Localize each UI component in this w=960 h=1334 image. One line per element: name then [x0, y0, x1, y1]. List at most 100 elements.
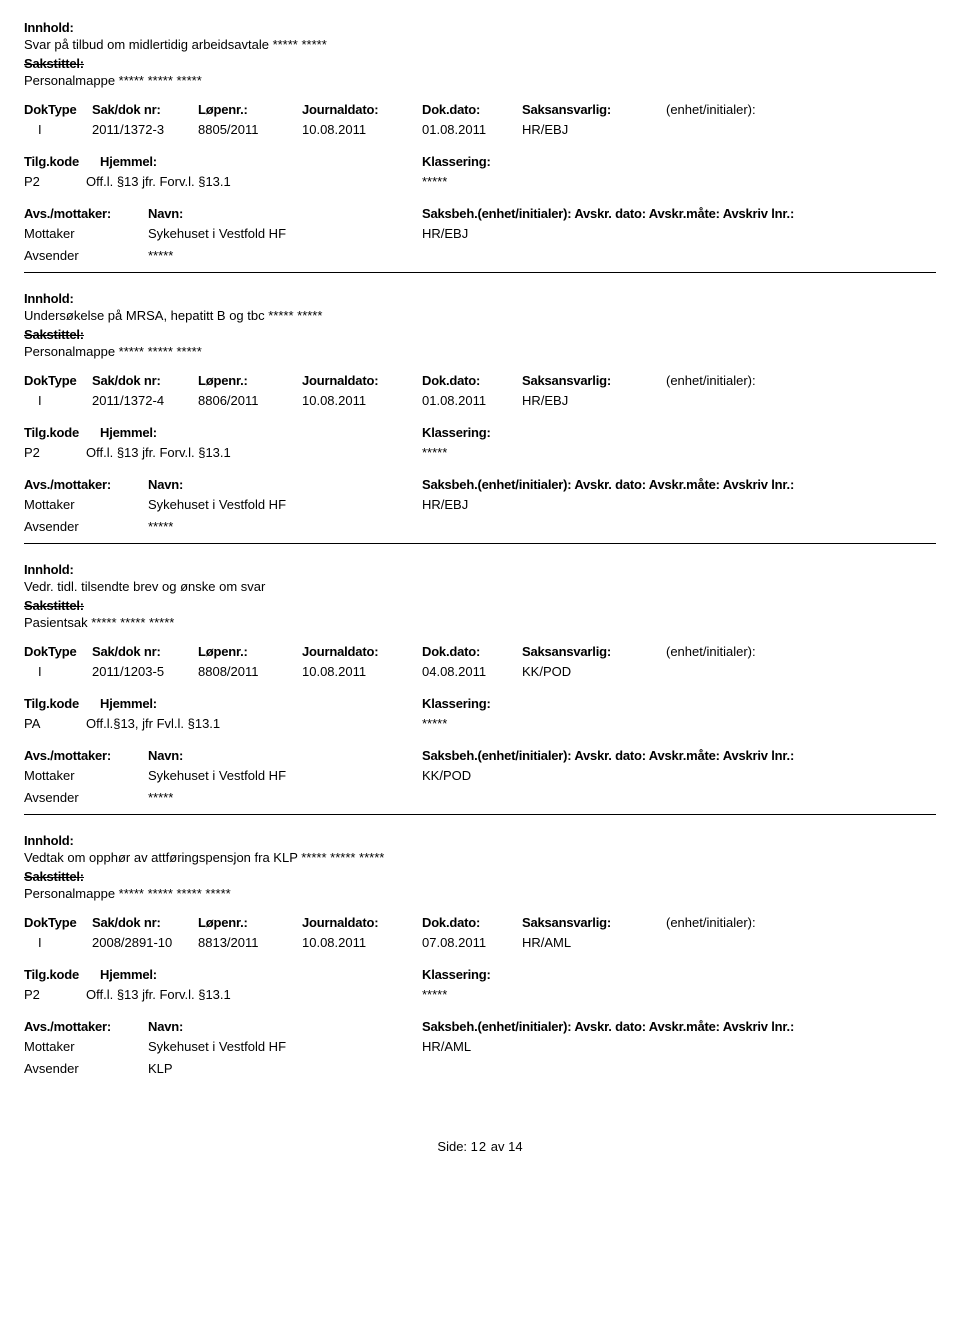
sakstittel-value: Personalmappe ***** ***** ***** *****: [24, 886, 936, 901]
doktype-label: DokType: [24, 644, 77, 659]
party-header-row: Avs./mottaker: Navn: Saksbeh.(enhet/init…: [24, 206, 936, 224]
dokdato-label: Dok.dato:: [422, 915, 480, 930]
hjemmel-value: Off.l.§13, jfr Fvl.l. §13.1: [86, 716, 220, 731]
columns-header-row: DokType Sak/dok nr: Løpenr.: Journaldato…: [24, 644, 936, 662]
records-list: Innhold: Svar på tilbud om midlertidig a…: [24, 20, 936, 1079]
enhet-initialer-label: (enhet/initialer):: [666, 644, 756, 659]
innhold-value: Undersøkelse på MRSA, hepatitt B og tbc …: [24, 308, 936, 323]
journaldato-label: Journaldato:: [302, 373, 378, 388]
sakdok-value: 2011/1203-5: [92, 664, 164, 679]
sakstittel-label: Sakstittel:: [24, 598, 84, 613]
saksansvarlig-value: HR/EBJ: [522, 393, 568, 408]
avsender-role: Avsender: [24, 519, 79, 534]
mottaker-name: Sykehuset i Vestfold HF: [148, 226, 286, 241]
saksbeh-line-label: Saksbeh.(enhet/initialer): Avskr. dato: …: [422, 1019, 794, 1034]
sakstittel-value: Personalmappe ***** ***** *****: [24, 344, 936, 359]
saksansvarlig-value: KK/POD: [522, 664, 571, 679]
party-header-row: Avs./mottaker: Navn: Saksbeh.(enhet/init…: [24, 477, 936, 495]
mottaker-role: Mottaker: [24, 1039, 75, 1054]
journal-record: Innhold: Undersøkelse på MRSA, hepatitt …: [24, 291, 936, 537]
hjemmel-label: Hjemmel:: [100, 154, 157, 169]
av-label: av: [491, 1139, 505, 1154]
doktype-value: I: [38, 664, 42, 679]
navn-label: Navn:: [148, 1019, 183, 1034]
side-label: Side:: [437, 1139, 467, 1154]
sakstittel-value: Pasientsak ***** ***** *****: [24, 615, 936, 630]
lopenr-label: Løpenr.:: [198, 102, 248, 117]
journal-record: Innhold: Svar på tilbud om midlertidig a…: [24, 20, 936, 266]
klassering-label: Klassering:: [422, 696, 491, 711]
tilgkode-value: P2: [24, 987, 40, 1002]
sakstittel-label: Sakstittel:: [24, 869, 84, 884]
tilgkode-value: PA: [24, 716, 40, 731]
hjemmel-label: Hjemmel:: [100, 967, 157, 982]
innhold-value: Svar på tilbud om midlertidig arbeidsavt…: [24, 37, 936, 52]
innhold-label: Innhold:: [24, 291, 74, 306]
tilg-header-row: Tilg.kode Hjemmel: Klassering:: [24, 967, 936, 985]
sakstittel-label: Sakstittel:: [24, 56, 84, 71]
mottaker-role: Mottaker: [24, 768, 75, 783]
columns-header-row: DokType Sak/dok nr: Løpenr.: Journaldato…: [24, 915, 936, 933]
tilgkode-label: Tilg.kode: [24, 154, 79, 169]
klassering-value: *****: [422, 987, 447, 1002]
innhold-label: Innhold:: [24, 562, 74, 577]
tilg-header-row: Tilg.kode Hjemmel: Klassering:: [24, 696, 936, 714]
tilgkode-label: Tilg.kode: [24, 967, 79, 982]
doktype-label: DokType: [24, 373, 77, 388]
tilg-value-row: P2 Off.l. §13 jfr. Forv.l. §13.1 *****: [24, 445, 936, 463]
tilgkode-label: Tilg.kode: [24, 425, 79, 440]
saksbeh-value: KK/POD: [422, 768, 471, 783]
journal-record: Innhold: Vedr. tidl. tilsendte brev og ø…: [24, 562, 936, 808]
page-footer: Side: 12 av 14: [24, 1139, 936, 1154]
avsender-name: *****: [148, 790, 173, 805]
avsender-name: KLP: [148, 1061, 173, 1076]
tilg-value-row: PA Off.l.§13, jfr Fvl.l. §13.1 *****: [24, 716, 936, 734]
klassering-value: *****: [422, 445, 447, 460]
lopenr-label: Løpenr.:: [198, 373, 248, 388]
hjemmel-label: Hjemmel:: [100, 425, 157, 440]
enhet-initialer-label: (enhet/initialer):: [666, 915, 756, 930]
sakdok-value: 2008/2891-10: [92, 935, 172, 950]
klassering-label: Klassering:: [422, 154, 491, 169]
sakdok-value: 2011/1372-3: [92, 122, 164, 137]
hjemmel-value: Off.l. §13 jfr. Forv.l. §13.1: [86, 987, 231, 1002]
avsender-row: Avsender *****: [24, 790, 936, 808]
saksbeh-value: HR/EBJ: [422, 226, 468, 241]
mottaker-row: Mottaker Sykehuset i Vestfold HF KK/POD: [24, 768, 936, 786]
dokdato-value: 04.08.2011: [422, 664, 486, 679]
klassering-label: Klassering:: [422, 425, 491, 440]
tilg-header-row: Tilg.kode Hjemmel: Klassering:: [24, 154, 936, 172]
saksansvarlig-label: Saksansvarlig:: [522, 644, 611, 659]
mottaker-row: Mottaker Sykehuset i Vestfold HF HR/AML: [24, 1039, 936, 1057]
doktype-value: I: [38, 393, 42, 408]
avsender-name: *****: [148, 248, 173, 263]
dokdato-label: Dok.dato:: [422, 102, 480, 117]
hjemmel-value: Off.l. §13 jfr. Forv.l. §13.1: [86, 174, 231, 189]
sakdok-label: Sak/dok nr:: [92, 915, 161, 930]
saksansvarlig-label: Saksansvarlig:: [522, 102, 611, 117]
doktype-label: DokType: [24, 915, 77, 930]
columns-value-row: I 2011/1372-3 8805/2011 10.08.2011 01.08…: [24, 122, 936, 140]
columns-value-row: I 2008/2891-10 8813/2011 10.08.2011 07.0…: [24, 935, 936, 953]
saksbeh-line-label: Saksbeh.(enhet/initialer): Avskr. dato: …: [422, 206, 794, 221]
avs-mottaker-label: Avs./mottaker:: [24, 748, 111, 763]
tilgkode-label: Tilg.kode: [24, 696, 79, 711]
mottaker-name: Sykehuset i Vestfold HF: [148, 768, 286, 783]
innhold-value: Vedr. tidl. tilsendte brev og ønske om s…: [24, 579, 936, 594]
saksbeh-line-label: Saksbeh.(enhet/initialer): Avskr. dato: …: [422, 477, 794, 492]
mottaker-row: Mottaker Sykehuset i Vestfold HF HR/EBJ: [24, 226, 936, 244]
mottaker-name: Sykehuset i Vestfold HF: [148, 497, 286, 512]
innhold-label: Innhold:: [24, 20, 74, 35]
enhet-initialer-label: (enhet/initialer):: [666, 373, 756, 388]
avs-mottaker-label: Avs./mottaker:: [24, 1019, 111, 1034]
doktype-value: I: [38, 935, 42, 950]
tilg-value-row: P2 Off.l. §13 jfr. Forv.l. §13.1 *****: [24, 174, 936, 192]
journaldato-value: 10.08.2011: [302, 393, 366, 408]
saksbeh-line-label: Saksbeh.(enhet/initialer): Avskr. dato: …: [422, 748, 794, 763]
columns-header-row: DokType Sak/dok nr: Løpenr.: Journaldato…: [24, 373, 936, 391]
avsender-row: Avsender KLP: [24, 1061, 936, 1079]
klassering-label: Klassering:: [422, 967, 491, 982]
dokdato-value: 01.08.2011: [422, 393, 486, 408]
journaldato-label: Journaldato:: [302, 915, 378, 930]
doktype-label: DokType: [24, 102, 77, 117]
